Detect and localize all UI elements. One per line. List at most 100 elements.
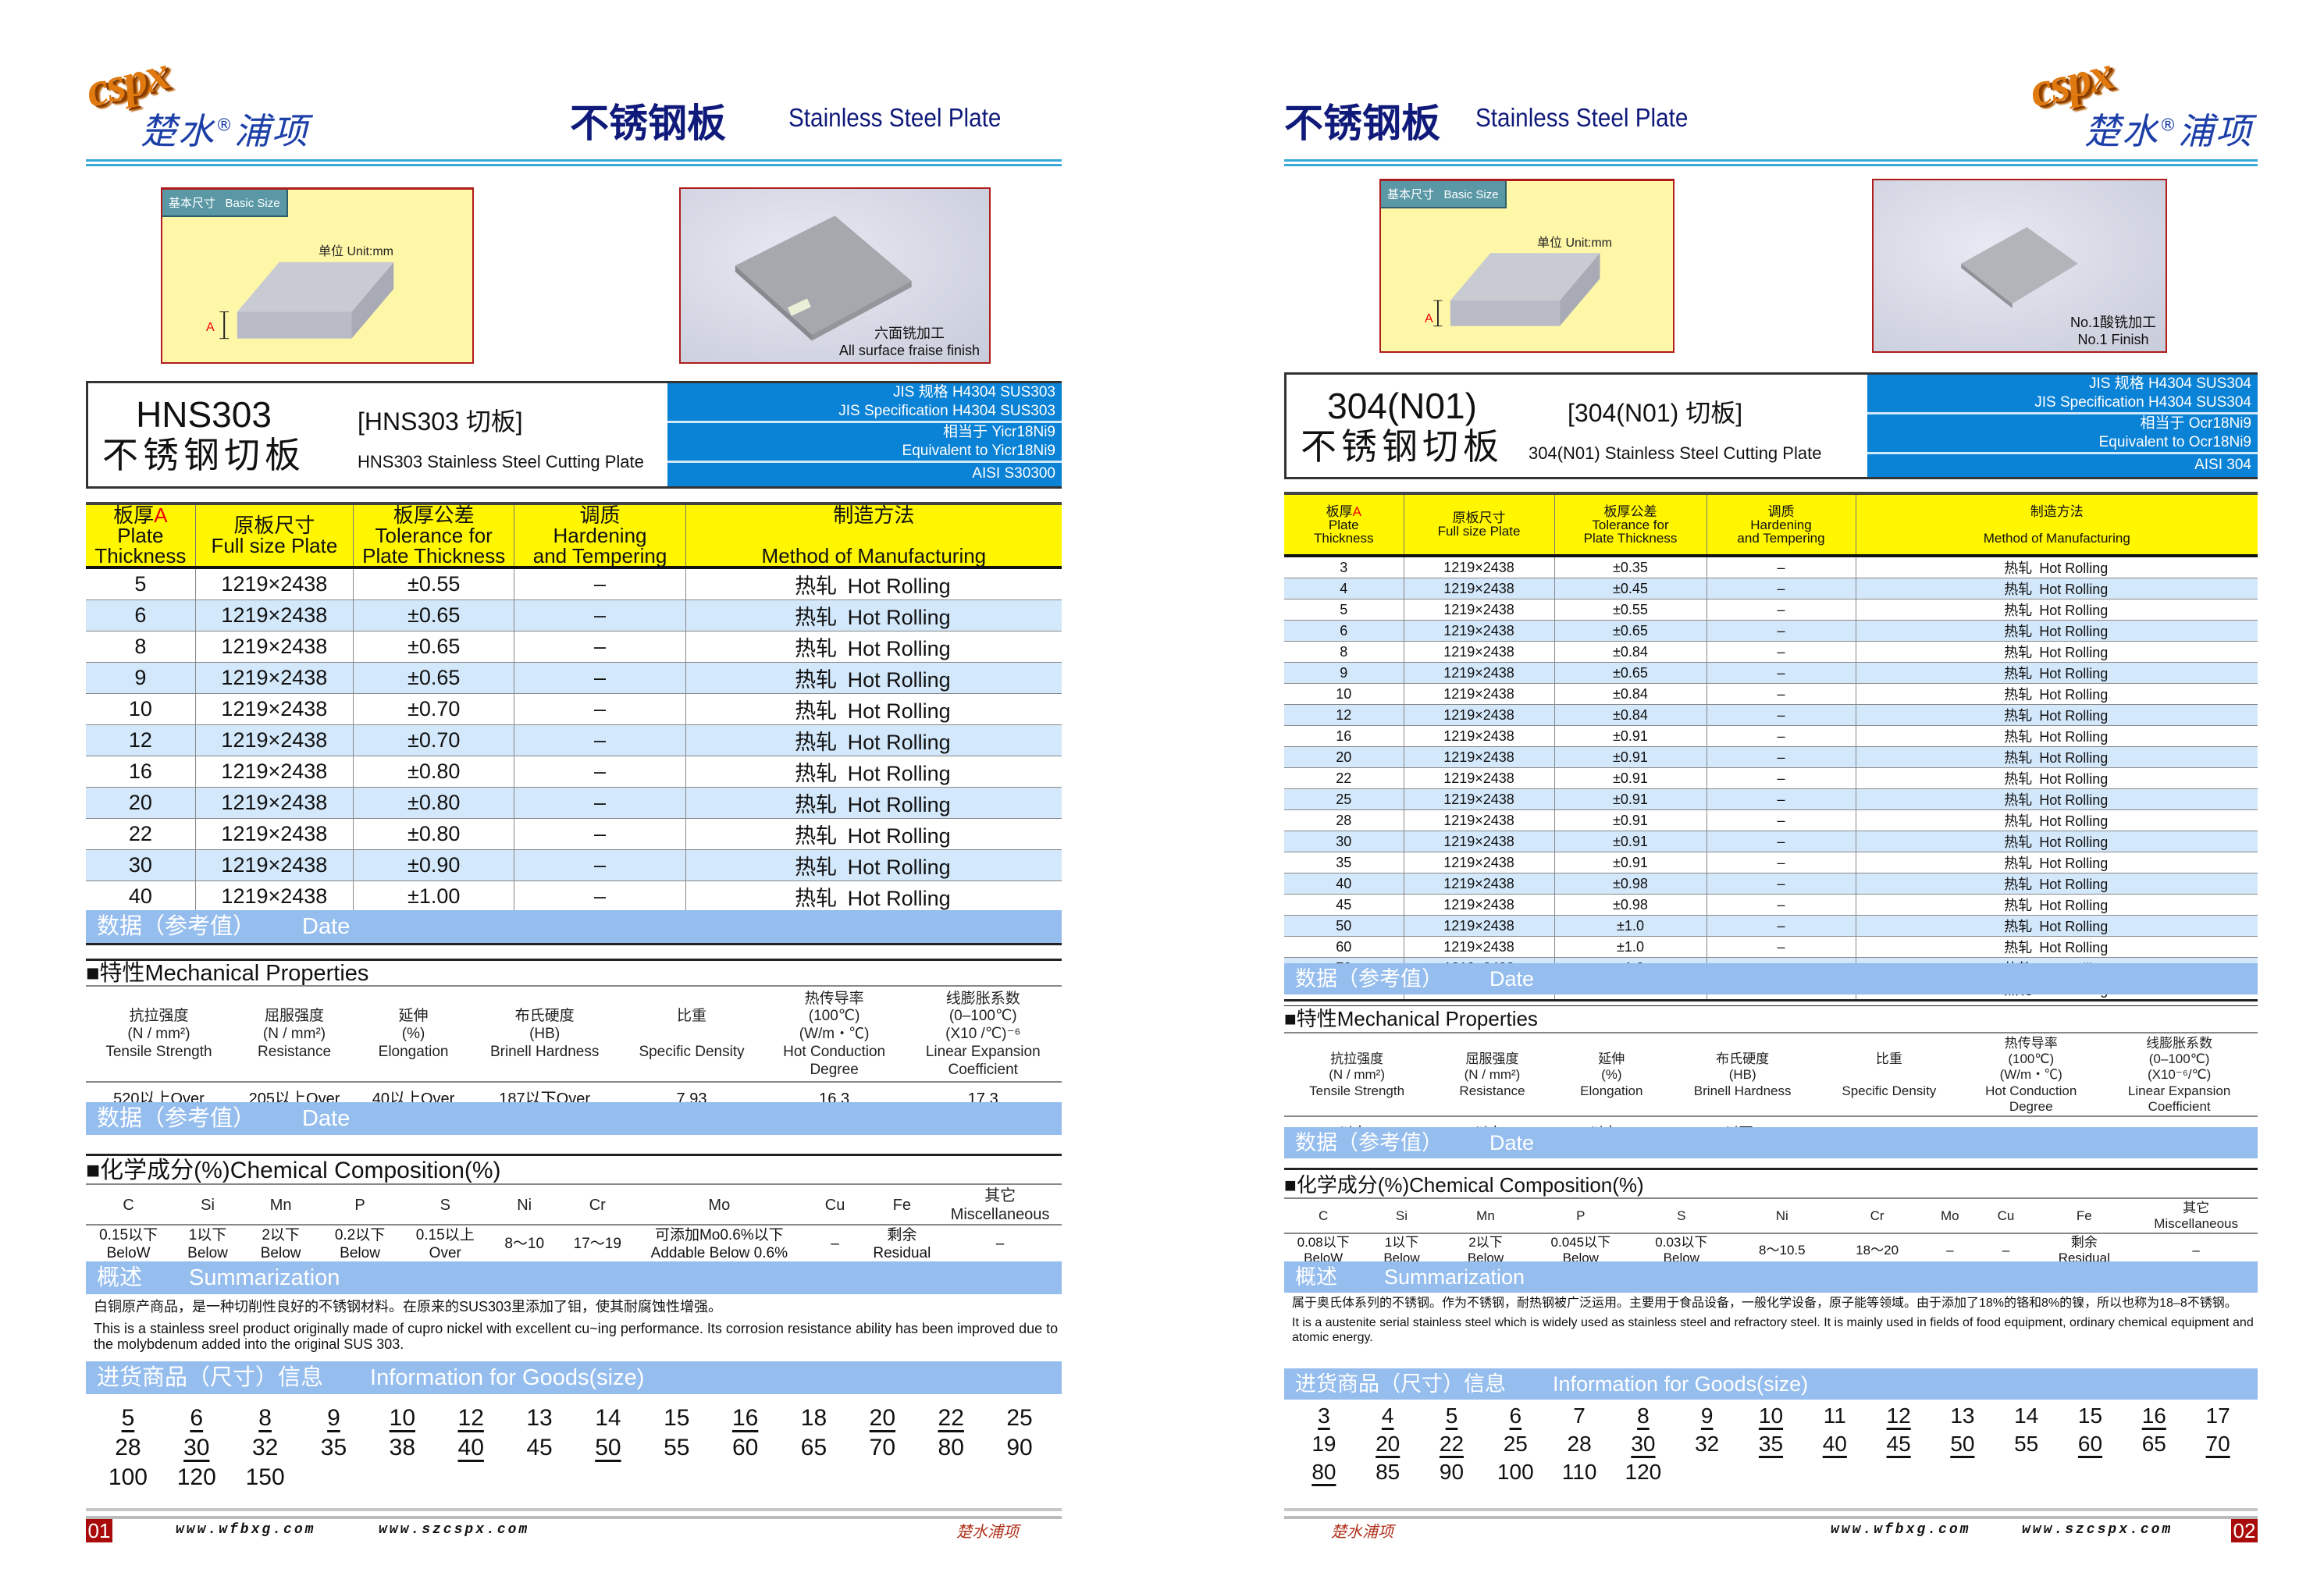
table-cell: 1219×2438 [1404, 809, 1555, 831]
table-row: 8 1219×2438 ±0.84– 热轧 Hot Rolling [1284, 641, 2258, 663]
table-cell: 4 [1284, 578, 1404, 599]
table-cell: ±0.65 [353, 662, 515, 694]
footer-rule [1284, 1508, 2258, 1519]
method-zh: 热轧 [795, 793, 838, 816]
website-link[interactable]: www.szcspx.com [2022, 1522, 2173, 1538]
method-zh: 热轧 [2004, 666, 2033, 681]
table-cell: ±1.0 [1554, 915, 1707, 937]
spec-line: JIS 规格 H4304 SUS303 [892, 384, 1055, 400]
size-value: 10 [389, 1405, 416, 1431]
header-en: Method of Manufacturing [761, 544, 987, 567]
table-cell: ±0.35 [1554, 556, 1707, 578]
chem-value: – [2192, 1243, 2200, 1258]
size-value: 80 [938, 1435, 964, 1460]
header-zh: 板厚公差 [1603, 503, 1657, 519]
mech-header: 屈服强度 (N / mm²) Resistance [231, 988, 358, 1083]
table-cell: 8 [1284, 641, 1404, 663]
method-en: Hot Rolling [847, 762, 951, 785]
thickness-table: 板厚A Plate Thickness 原板尺寸 Full size Plate 板… [86, 502, 1062, 945]
size-value: 22 [938, 1405, 964, 1431]
method-en: Hot Rolling [2039, 856, 2109, 871]
method-cell: 热轧 Hot Rolling [685, 693, 1062, 725]
table-cell: 3 [1284, 556, 1404, 578]
caption-en: All surface fraise finish [838, 343, 980, 358]
table-cell: ±0.65 [1554, 620, 1707, 642]
website-link[interactable]: www.wfbxg.com [176, 1522, 316, 1538]
website-link[interactable]: www.wfbxg.com [1831, 1522, 1971, 1538]
size-value: 35 [320, 1435, 347, 1460]
table-cell: – [1707, 788, 1856, 810]
product-bracket-name: [HNS303 切板] [358, 407, 523, 436]
table-cell: 16 [1284, 725, 1404, 747]
size-value: 35 [1758, 1432, 1784, 1456]
table-cell: ±0.91 [1554, 746, 1707, 768]
table-cell: – [1707, 767, 1856, 789]
table-cell: 1219×2438 [195, 849, 354, 881]
method-cell: 热轧 Hot Rolling [685, 787, 1062, 819]
caption-en: No.1 Finish [2077, 332, 2149, 347]
chem-title: ■化学成分(%)Chemical Composition(%) [1284, 1168, 2258, 1199]
spec-line: AISI 304 [2194, 457, 2251, 473]
table-row: 4 1219×2438 ±0.45– 热轧 Hot Rolling [1284, 578, 2258, 599]
bar-en: Summarization [1384, 1265, 1525, 1289]
table-cell: ±1.00 [353, 880, 515, 913]
table-cell: 1219×2438 [1404, 746, 1555, 768]
mech-title: ■特性Mechanical Properties [86, 959, 1062, 987]
registered-mark: ® [215, 116, 234, 136]
summary-text: 白铜原产商品，是一种切削性良好的不锈钢材料。在原来的SUS303里添加了钼，使其… [86, 1299, 1062, 1352]
table-cell: 12 [86, 724, 196, 756]
table-cell: 12 [1284, 704, 1404, 726]
column-header: 调质 Hardening and Tempering [1707, 493, 1856, 556]
table-cell: – [1707, 809, 1856, 831]
mech-grid: 抗拉强度 (N / mm²) Tensile Strength 屈服强度 (N /… [86, 988, 1062, 1115]
method-en: Hot Rolling [2039, 940, 2109, 955]
header-en: Tolerance for Plate Thickness [362, 524, 506, 567]
method-cell: 热轧 Hot Rolling [1856, 831, 2258, 852]
method-cell: 热轧 Hot Rolling [1856, 662, 2258, 684]
method-en: Hot Rolling [2039, 877, 2109, 892]
product-photo: 六面铣加工 All surface fraise finish [679, 187, 991, 364]
chem-value: 可添加Mo0.6%以下 Addable Below 0.6% [650, 1226, 788, 1261]
size-value: 13 [1950, 1403, 1975, 1428]
size-value: 5 [1445, 1403, 1458, 1428]
website-link[interactable]: www.szcspx.com [379, 1522, 530, 1538]
table-cell: 40 [86, 880, 196, 913]
size-value: 17 [2205, 1403, 2230, 1428]
table-cell: – [1707, 852, 1856, 873]
chem-value: 0.2以下 Below [334, 1226, 386, 1261]
table-cell: 5 [1284, 599, 1404, 621]
method-cell: 热轧 Hot Rolling [1856, 620, 2258, 642]
table-cell: ±0.80 [353, 787, 515, 819]
table-cell: 45 [1284, 894, 1404, 916]
size-value: 11 [1823, 1403, 1846, 1428]
chem-header: Mn [1440, 1201, 1531, 1234]
chem-value: 1以下 Below [187, 1226, 228, 1261]
chem-value: 0.15以上 Over [415, 1226, 475, 1261]
table-cell: 1219×2438 [195, 693, 354, 725]
table-cell: – [1707, 873, 1856, 895]
size-value: 45 [1886, 1432, 1911, 1456]
table-cell: – [1707, 683, 1856, 705]
bar-en: Information for Goods(size) [370, 1365, 645, 1390]
table-cell: – [1707, 746, 1856, 768]
table-cell: 20 [1284, 746, 1404, 768]
bar-zh: 数据（参考值） [97, 914, 256, 939]
size-value: 25 [1503, 1432, 1528, 1456]
table-row: 8 1219×2438 ±0.65– 热轧 Hot Rolling [86, 631, 1062, 663]
registered-mark: ® [2159, 116, 2178, 136]
table-row: 40 1219×2438 ±0.98– 热轧 Hot Rolling [1284, 873, 2258, 895]
size-value: 16 [731, 1405, 759, 1431]
spec-group: JIS 规格 H4304 SUS304 JIS Specification H43… [1867, 375, 2258, 414]
size-value: 60 [2077, 1432, 2103, 1456]
footer-logo: 楚水浦项 [956, 1522, 1019, 1541]
column-header: 板厚A Plate Thickness [86, 503, 196, 567]
method-zh: 热轧 [2004, 560, 2033, 576]
table-row: 40 1219×2438 ±1.00– 热轧 Hot Rolling [86, 880, 1062, 913]
size-value: 12 [457, 1405, 484, 1431]
tag-zh: 基本尺寸 [1387, 188, 1435, 201]
spec-group: 相当于 Yicr18Ni9 Equivalent to Yicr18Ni9 [667, 423, 1062, 463]
basic-size-tag: 基本尺寸 Basic Size [1381, 181, 1507, 208]
table-cell: – [514, 567, 686, 600]
table-cell: – [1707, 620, 1856, 642]
photo-caption: No.1酸铣加工 No.1 Finish [2070, 314, 2156, 348]
